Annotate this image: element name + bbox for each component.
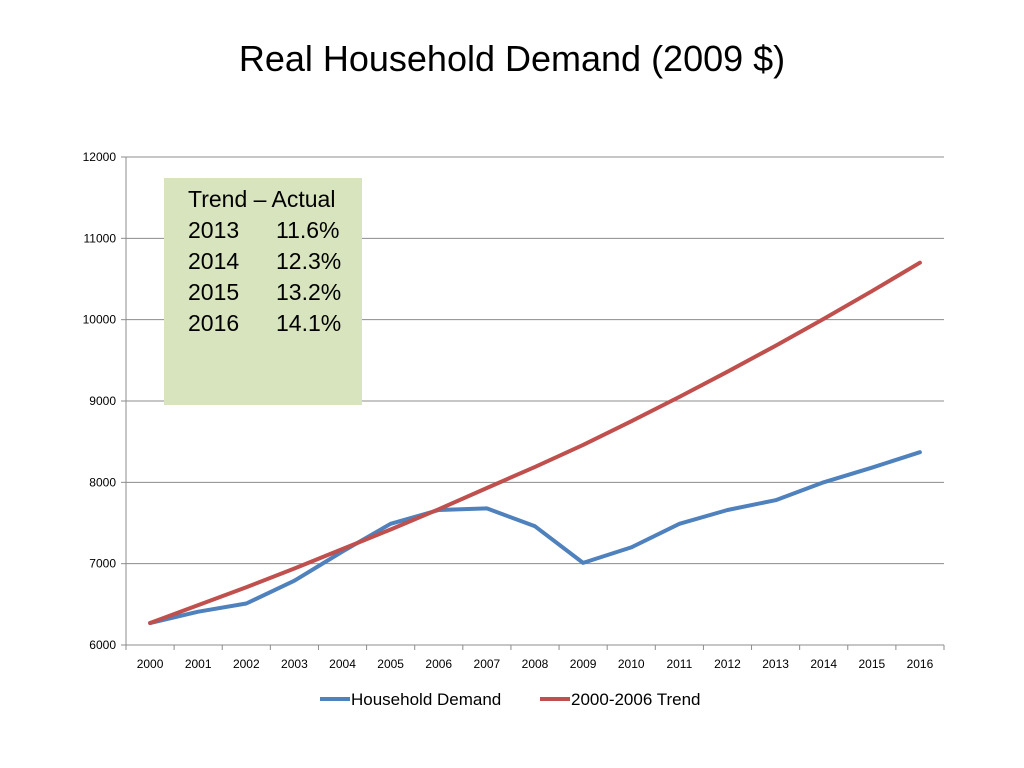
annotation-year: 2015 xyxy=(188,279,239,305)
x-tick-label: 2009 xyxy=(570,657,597,671)
legend: Household Demand 2000-2006 Trend xyxy=(320,690,701,709)
x-tick-label: 2011 xyxy=(666,657,692,671)
x-tick-label: 2002 xyxy=(233,657,260,671)
annotation-value: 14.1% xyxy=(276,310,341,336)
annotation-box: Trend – Actual 2013 11.6% 2014 12.3% 2015 13.2… xyxy=(164,178,362,405)
x-tick-label: 2013 xyxy=(762,657,789,671)
y-tick-label: 12000 xyxy=(83,150,117,164)
annotation-box-background xyxy=(164,178,362,405)
legend-household-demand-label: Household Demand xyxy=(351,690,501,709)
y-tick-label: 6000 xyxy=(89,638,116,652)
annotation-value: 12.3% xyxy=(276,248,341,274)
x-tick-label: 2005 xyxy=(377,657,404,671)
series-line-household-demand xyxy=(148,450,922,625)
x-tick-label: 2006 xyxy=(425,657,452,671)
x-tick-label: 2015 xyxy=(858,657,885,671)
annotation-year: 2014 xyxy=(188,248,239,274)
annotation-heading: Trend – Actual xyxy=(188,186,335,212)
x-tick-label: 2004 xyxy=(329,657,356,671)
y-tick-label: 10000 xyxy=(83,313,117,327)
legend-trend-label: 2000-2006 Trend xyxy=(571,690,701,709)
x-tick-label: 2003 xyxy=(281,657,308,671)
x-tick-label: 2016 xyxy=(907,657,934,671)
chart-title: Real Household Demand (2009 $) xyxy=(238,38,786,79)
annotation-year: 2016 xyxy=(188,310,239,336)
annotation-value: 11.6% xyxy=(276,217,340,243)
y-tick-label: 9000 xyxy=(89,394,116,408)
x-tick-label: 2000 xyxy=(137,657,164,671)
y-tick-label: 11000 xyxy=(84,231,117,245)
y-tick-label: 8000 xyxy=(89,475,116,489)
x-tick-label: 2001 xyxy=(185,657,212,671)
x-tick-label: 2012 xyxy=(714,657,741,671)
x-tick-label: 2008 xyxy=(522,657,549,671)
x-tick-label: 2010 xyxy=(618,657,645,671)
x-tick-label: 2014 xyxy=(810,657,837,671)
x-tick-label: 2007 xyxy=(474,657,501,671)
y-tick-label: 7000 xyxy=(89,557,116,571)
series-lines xyxy=(148,260,922,625)
annotation-value: 13.2% xyxy=(276,279,341,305)
axes: 6000 7000 8000 9000 10000 11000 12000 2000 2001 2… xyxy=(83,150,945,671)
annotation-year: 2013 xyxy=(188,217,239,243)
